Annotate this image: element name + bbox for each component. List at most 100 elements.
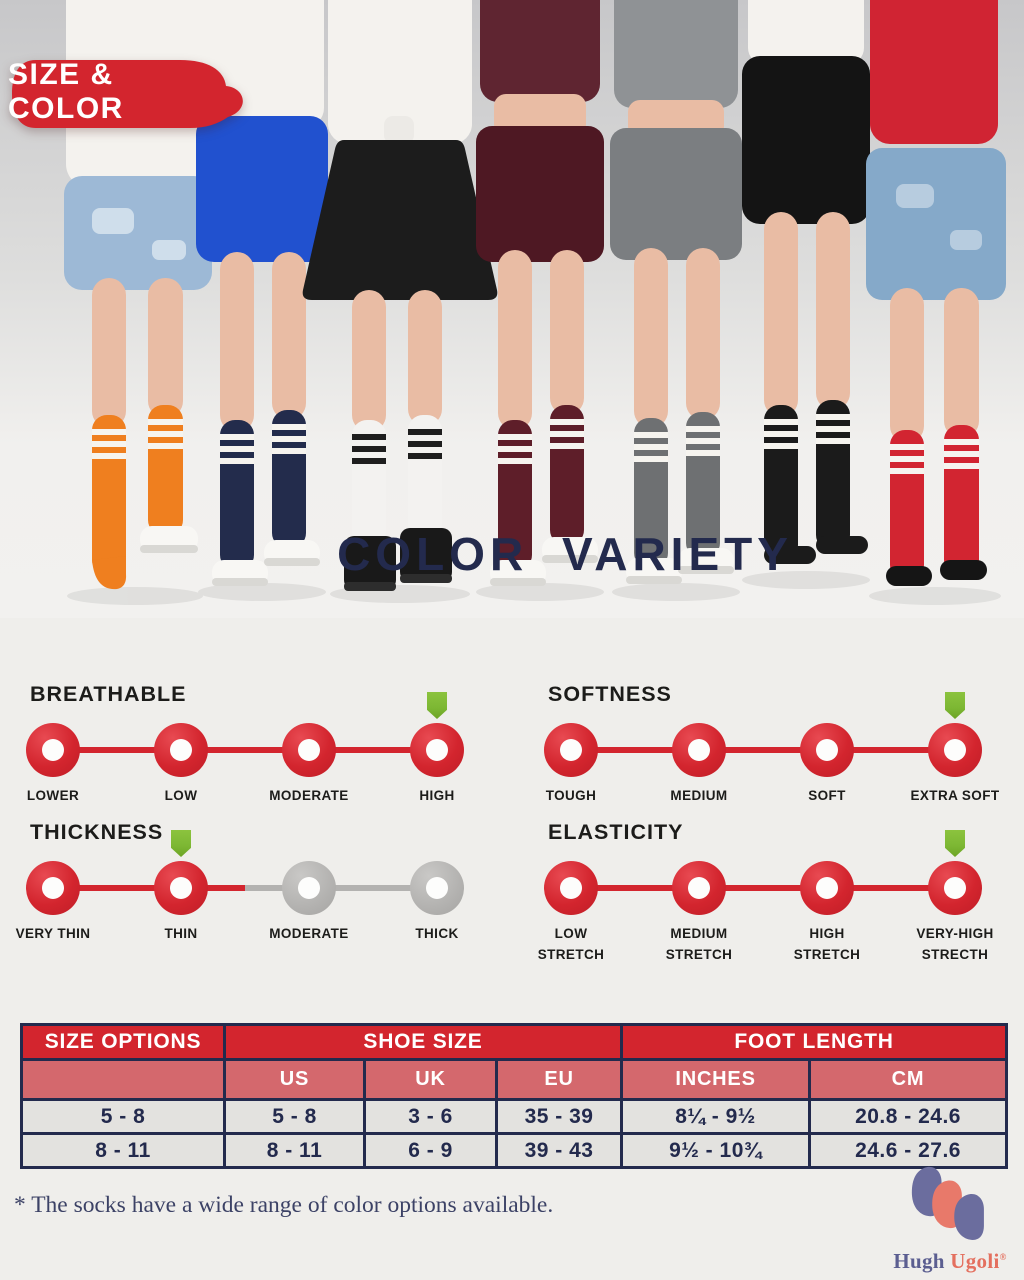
model-navy-socks: [196, 0, 328, 586]
sock-stripes: [92, 419, 183, 459]
level-label: LOW: [164, 788, 198, 803]
knee-socks-red: [890, 425, 979, 580]
scale-title: ELASTICITY: [548, 820, 684, 844]
subheader-cm: CM: [808, 1058, 1009, 1101]
size-table: SIZE OPTIONS SHOE SIZE FOOT LENGTH US UK…: [20, 1023, 1009, 1169]
white-sneakers: [490, 537, 598, 586]
model-white-socks: [302, 0, 498, 591]
level-label: VERY-HIGH STRECTH: [916, 926, 994, 962]
hero-photo-illustration: [0, 0, 1024, 618]
cell-us: 8 - 11: [223, 1132, 366, 1169]
scale-node: [410, 861, 464, 915]
subheader-eu: EU: [494, 1058, 624, 1101]
scale-node: [154, 723, 208, 777]
scale-thickness: THICKNESS VERY THIN THIN MODERATE THICK: [16, 818, 500, 988]
selected-level-marker-icon: [171, 830, 191, 857]
scale-segment: [309, 885, 437, 891]
cell-size: 5 - 8: [20, 1098, 226, 1135]
level-label: TOUGH: [545, 788, 597, 803]
level-label: THICK: [415, 926, 459, 941]
brand-name-hugh: Hugh: [893, 1249, 945, 1273]
brand-logo: Hugh Ugoli®: [886, 1166, 1014, 1274]
hero-photo: [0, 0, 1024, 618]
level-label: HIGH STRETCH: [793, 926, 861, 962]
knee-socks-black: [764, 400, 868, 564]
subheader-uk: UK: [363, 1058, 498, 1101]
table-row: 8 - 11 8 - 11 6 - 9 39 - 43 9½ - 10¾ 24.…: [20, 1132, 1009, 1169]
color-variety-title: COLOR VARIETY: [337, 528, 793, 580]
cell-uk: 3 - 6: [363, 1098, 498, 1135]
level-label: THIN: [164, 926, 198, 941]
scale-node: [544, 861, 598, 915]
cell-cm: 20.8 - 24.6: [808, 1098, 1009, 1135]
cell-eu: 35 - 39: [494, 1098, 624, 1135]
level-label: MODERATE: [269, 788, 349, 803]
white-sneakers: [626, 548, 734, 584]
scale-node: [410, 723, 464, 777]
scale-title: SOFTNESS: [548, 682, 672, 706]
col-header-size-options: SIZE OPTIONS: [20, 1023, 226, 1061]
scale-title: BREATHABLE: [30, 682, 187, 706]
model-gray-socks: [610, 0, 742, 584]
scale-node: [26, 723, 80, 777]
knee-socks-navy: [220, 410, 306, 570]
registered-mark: ®: [999, 1252, 1007, 1262]
subheader-empty: [20, 1058, 226, 1101]
black-sock-feet: [886, 560, 987, 586]
selected-level-marker-icon: [945, 692, 965, 719]
col-header-foot-length: FOOT LENGTH: [620, 1023, 1009, 1061]
white-sneaker: [140, 526, 198, 553]
brand-name-ugoli: Ugoli: [950, 1249, 1000, 1273]
scale-segment: [53, 885, 181, 891]
level-label: SOFT: [808, 788, 846, 803]
scale-segment: [571, 885, 699, 891]
table-row: 5 - 8 5 - 8 3 - 6 35 - 39 8¼ - 9½ 20.8 -…: [20, 1098, 1009, 1135]
cell-us: 5 - 8: [223, 1098, 366, 1135]
scale-node: [800, 723, 854, 777]
hugh-ugoli-logo-mark-icon: [911, 1166, 984, 1240]
footnote: * The socks have a wide range of color o…: [14, 1192, 554, 1218]
scale-node: [928, 861, 982, 915]
subheader-us: US: [223, 1058, 366, 1101]
badge-label: SIZE & COLOR: [8, 58, 124, 125]
subheader-inches: INCHES: [620, 1058, 812, 1101]
sock-stripes: [352, 429, 442, 464]
scale-node: [672, 861, 726, 915]
scale-node: [26, 861, 80, 915]
black-boots: [344, 528, 452, 591]
scale-segment: [827, 747, 955, 753]
selected-level-marker-icon: [427, 692, 447, 719]
model-black-socks: [742, 0, 870, 564]
cell-eu: 39 - 43: [494, 1132, 624, 1169]
knee-socks-gray: [634, 412, 720, 568]
cell-inches: 9½ - 10¾: [620, 1132, 812, 1169]
scale-segment: [571, 747, 699, 753]
scale-node: [154, 861, 208, 915]
level-label: MEDIUM STRETCH: [665, 926, 733, 962]
scale-segment: [309, 747, 437, 753]
level-label: EXTRA SOFT: [910, 788, 1000, 803]
scale-title: THICKNESS: [30, 820, 164, 844]
level-label: MEDIUM: [670, 788, 728, 803]
cell-inches: 8¼ - 9½: [620, 1098, 812, 1135]
sock-stripes: [634, 426, 720, 462]
scale-elasticity: ELASTICITY LOW STRETCH MEDIUM STRETCH HI…: [538, 818, 1018, 988]
scale-softness: SOFTNESS TOUGH MEDIUM SOFT EXTRA SOFT: [544, 680, 1018, 850]
selected-level-marker-icon: [945, 830, 965, 857]
size-and-color-badge: SIZE & COLOR: [8, 56, 254, 132]
scale-node: [800, 861, 854, 915]
scale-node: [928, 723, 982, 777]
cell-size: 8 - 11: [20, 1132, 226, 1169]
level-label: VERY THIN: [15, 926, 91, 941]
brand-name: Hugh Ugoli®: [886, 1249, 1014, 1274]
model-red-socks: [866, 0, 1006, 586]
col-header-shoe-size: SHOE SIZE: [222, 1023, 624, 1061]
scale-node: [282, 861, 336, 915]
white-sneakers: [212, 540, 320, 586]
cell-cm: 24.6 - 27.6: [808, 1132, 1009, 1169]
level-label: MODERATE: [269, 926, 349, 941]
level-label: LOW STRETCH: [537, 926, 605, 962]
scale-node: [282, 723, 336, 777]
scale-segment: [181, 747, 309, 753]
